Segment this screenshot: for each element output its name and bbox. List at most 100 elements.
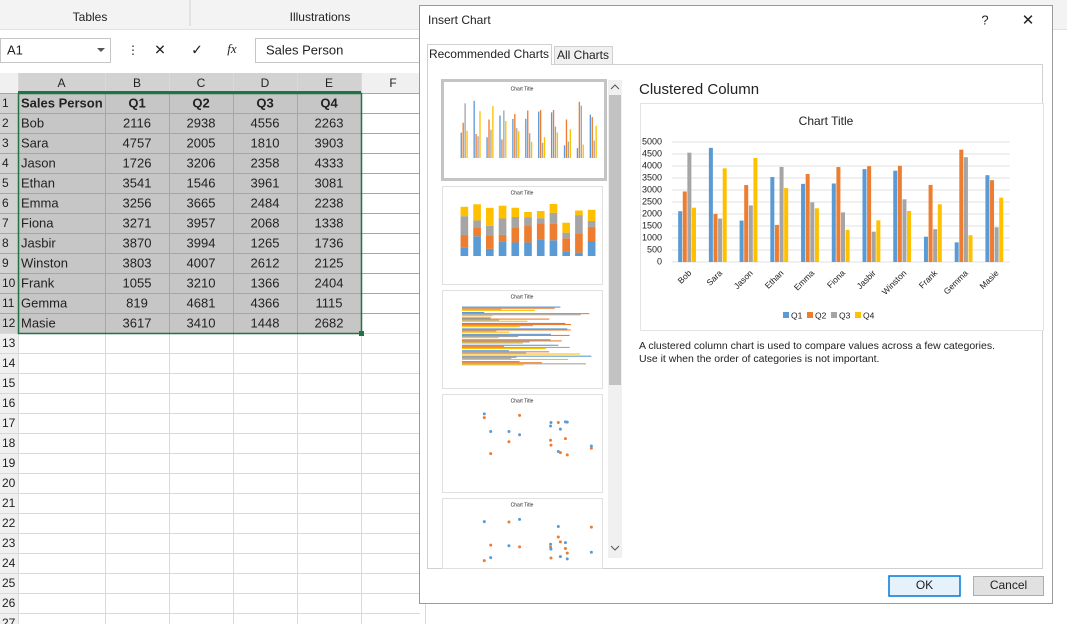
- stacked-bar: [498, 218, 507, 235]
- stacked-bar: [460, 206, 469, 217]
- thumbnail-title: Chart Title: [511, 294, 534, 300]
- hbar: [462, 351, 550, 353]
- scatter-point: [489, 556, 493, 560]
- help-button[interactable]: ?: [981, 12, 988, 27]
- chart-title: Chart Title: [799, 114, 854, 128]
- selected-column-headers: [18, 73, 361, 93]
- scatter-point: [589, 444, 593, 448]
- row-number: 23: [2, 536, 16, 550]
- fx-icon[interactable]: fx: [227, 41, 237, 56]
- column-letter: E: [325, 76, 333, 90]
- tab[interactable]: [554, 46, 613, 65]
- y-tick-label: 500: [647, 244, 662, 254]
- cancel-button[interactable]: [973, 576, 1044, 596]
- hbar: [462, 345, 505, 347]
- scatter-point: [549, 438, 553, 442]
- hbar: [462, 320, 528, 322]
- stacked-bar: [549, 240, 558, 256]
- bar: [999, 197, 1004, 262]
- scatter-point: [482, 520, 486, 524]
- bar: [937, 204, 942, 262]
- cell: 4556: [251, 115, 280, 130]
- stacked-bar: [511, 207, 520, 218]
- hbar: [462, 339, 551, 341]
- bar: [539, 110, 542, 158]
- ribbon-group: Illustrations: [290, 10, 351, 24]
- bar: [550, 112, 553, 158]
- bar: [525, 118, 527, 158]
- bar: [876, 220, 881, 262]
- scroll-down[interactable]: [610, 545, 620, 551]
- stacked-bar: [562, 251, 570, 256]
- cell: Sara: [21, 135, 49, 150]
- stacked-bar: [460, 235, 469, 248]
- row-number: 18: [2, 436, 16, 450]
- stacked-bar: [549, 204, 558, 213]
- row-number: 5: [2, 176, 9, 190]
- stacked-bar: [511, 217, 520, 228]
- scroll-up[interactable]: [610, 84, 620, 90]
- scatter-point: [518, 545, 522, 549]
- scatter-point: [518, 517, 522, 521]
- y-tick-label: 5000: [642, 136, 662, 146]
- cell: 1338: [315, 215, 344, 230]
- cell: 3410: [187, 315, 216, 330]
- bar: [552, 109, 555, 158]
- cell: 3210: [187, 275, 216, 290]
- cell: Frank: [21, 275, 55, 290]
- row-number: 24: [2, 556, 16, 570]
- enter-icon[interactable]: ✓: [191, 42, 203, 58]
- thumbnail[interactable]: [442, 394, 603, 493]
- bar: [748, 205, 753, 262]
- cell: 2358: [251, 155, 280, 170]
- selection-border: [17, 92, 363, 335]
- hbar: [462, 333, 551, 335]
- stacked-bar: [486, 235, 494, 249]
- row-number: 13: [2, 336, 16, 350]
- bar: [479, 111, 481, 158]
- hbar: [462, 314, 581, 316]
- hbar: [462, 340, 562, 342]
- stacked-bar: [575, 252, 583, 256]
- scroll-thumb[interactable]: [609, 95, 621, 385]
- name-box-text: A1: [7, 42, 23, 57]
- scatter-point: [565, 453, 569, 457]
- ok-button[interactable]: [888, 575, 961, 597]
- hbar: [462, 363, 586, 365]
- row-number: 12: [2, 316, 16, 330]
- bar: [770, 177, 775, 262]
- cell: Ethan: [21, 175, 55, 190]
- thumbnail[interactable]: [442, 498, 603, 569]
- bar: [538, 111, 540, 158]
- stacked-bar: [460, 247, 469, 256]
- bar: [801, 183, 806, 262]
- stacked-bar: [536, 218, 545, 224]
- formula-box[interactable]: [255, 38, 436, 63]
- dropdown-arrow[interactable]: [97, 48, 105, 52]
- thumbnail-selected[interactable]: [441, 79, 607, 181]
- bar: [541, 142, 544, 158]
- cell: Q4: [320, 95, 338, 110]
- cell: 2612: [251, 255, 280, 270]
- hbar: [462, 315, 493, 317]
- name-box[interactable]: [0, 38, 111, 63]
- legend-label: Q1: [791, 310, 803, 320]
- legend-label: Q3: [839, 310, 851, 320]
- hbar: [462, 330, 497, 332]
- bar: [784, 188, 789, 262]
- bar: [687, 152, 692, 262]
- bar: [527, 110, 529, 158]
- cancel-icon[interactable]: ✕: [154, 42, 166, 58]
- scatter-point: [549, 443, 553, 447]
- hbar: [462, 341, 530, 343]
- scatter-point: [489, 429, 493, 433]
- stacked-bar: [575, 210, 583, 216]
- hbar: [462, 350, 509, 352]
- row-number: 2: [2, 116, 9, 130]
- close-button[interactable]: ✕: [1022, 12, 1035, 29]
- scatter-point: [565, 557, 569, 561]
- scatter-point: [482, 416, 486, 420]
- cell: 1366: [251, 275, 280, 290]
- hbar: [462, 352, 527, 354]
- bar: [543, 137, 546, 158]
